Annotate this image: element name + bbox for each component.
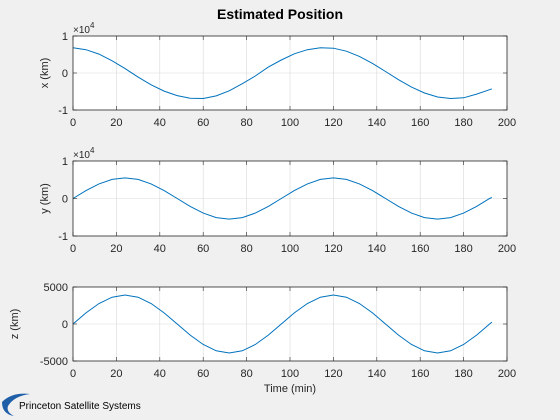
x-tick-label: 100: [281, 117, 299, 129]
exponent-power: 4: [90, 21, 95, 30]
y-tick-label: 5000: [44, 282, 68, 294]
x-tick-label: 100: [281, 368, 299, 380]
x-tick-label: 120: [324, 243, 342, 255]
x-tick-label: 180: [454, 243, 472, 255]
x-tick-label: 120: [324, 117, 342, 129]
exponent-base: ×10: [73, 25, 90, 36]
y-tick-label: -5000: [40, 356, 68, 368]
x-axis-label: Time (min): [264, 383, 316, 395]
logo-swoosh-icon: [2, 393, 30, 416]
x-tick-label: 60: [197, 117, 209, 129]
series-line-1: [72, 294, 493, 354]
x-tick-label: 120: [324, 368, 342, 380]
x-tick-label: 80: [240, 117, 252, 129]
x-tick-label: 160: [411, 368, 429, 380]
series-line-1: [72, 177, 493, 220]
y-tick-label: 0: [62, 68, 68, 80]
x-tick-label: 140: [368, 117, 386, 129]
figure-title: Estimated Position: [217, 6, 343, 22]
x-tick-label: 180: [454, 117, 472, 129]
y-axis-label: z (km): [9, 309, 21, 340]
x-tick-label: 100: [281, 243, 299, 255]
exponent-label: ×104: [73, 146, 95, 161]
x-tick-label: 20: [110, 243, 122, 255]
y-tick-label: 0: [62, 194, 68, 206]
exponent-label: ×104: [73, 21, 95, 36]
series-line-1: [72, 47, 492, 100]
x-tick-label: 80: [240, 368, 252, 380]
x-tick-label: 20: [110, 117, 122, 129]
y-tick-label: -1: [58, 231, 68, 243]
x-tick-label: 40: [154, 117, 166, 129]
x-tick-label: 140: [368, 243, 386, 255]
company-logo: [2, 393, 30, 416]
x-tick-label: 60: [197, 368, 209, 380]
x-tick-label: 160: [411, 117, 429, 129]
x-tick-label: 160: [411, 243, 429, 255]
y-axis-label: y (km): [39, 183, 51, 214]
x-tick-label: 200: [498, 117, 516, 129]
y-axis-label: x (km): [39, 58, 51, 89]
x-tick-label: 140: [368, 368, 386, 380]
x-tick-label: 60: [197, 243, 209, 255]
x-tick-label: 0: [70, 243, 76, 255]
x-tick-label: 0: [70, 368, 76, 380]
exponent-base: ×10: [73, 150, 90, 161]
x-tick-label: 40: [154, 368, 166, 380]
exponent-power: 4: [90, 146, 95, 155]
x-tick-label: 200: [498, 368, 516, 380]
x-tick-label: 200: [498, 243, 516, 255]
y-tick-label: 0: [62, 319, 68, 331]
x-tick-label: 20: [110, 368, 122, 380]
x-tick-label: 180: [454, 368, 472, 380]
y-tick-label: -1: [58, 105, 68, 117]
logo-text: Princeton Satellite Systems: [19, 401, 141, 412]
x-tick-label: 0: [70, 117, 76, 129]
x-tick-label: 40: [154, 243, 166, 255]
y-tick-label: 1: [62, 156, 68, 168]
y-tick-label: 1: [62, 31, 68, 43]
x-tick-label: 80: [240, 243, 252, 255]
